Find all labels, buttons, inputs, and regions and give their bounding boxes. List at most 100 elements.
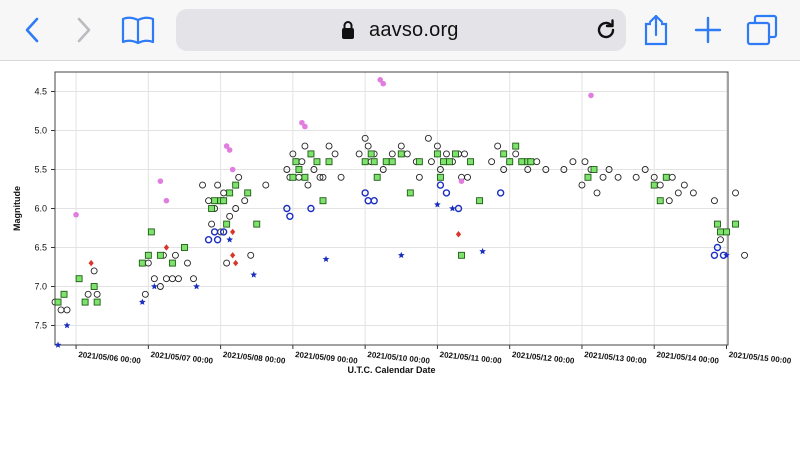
data-point-open-circle	[524, 166, 532, 173]
data-point-open-circle	[741, 251, 749, 259]
reload-icon[interactable]	[593, 17, 619, 48]
data-point-blue-circle	[286, 212, 294, 221]
data-point-green-square	[244, 189, 252, 197]
data-point-star	[479, 247, 486, 255]
data-point-open-circle	[641, 166, 649, 173]
data-point-open-circle	[427, 158, 435, 166]
data-point-green-square	[156, 251, 164, 259]
data-point-open-circle	[337, 173, 345, 181]
data-point-open-circle	[241, 197, 249, 205]
data-point-open-circle	[710, 197, 718, 205]
data-point-open-circle	[208, 220, 216, 228]
x-tick-label: 2021/05/15 00:00	[728, 350, 792, 366]
x-tick-label: 2021/05/07 00:00	[150, 350, 214, 366]
data-point-open-circle	[424, 134, 432, 142]
data-point-open-circle	[190, 275, 197, 283]
plot-frame	[54, 71, 729, 346]
data-point-open-circle	[361, 134, 369, 142]
data-point-blue-circle	[436, 181, 445, 189]
url-text: aavso.org	[369, 19, 459, 41]
back-chevron-icon[interactable]	[12, 10, 52, 50]
data-point-pink-circle	[377, 77, 384, 83]
data-point-blue-circle	[713, 243, 722, 252]
data-point-green-square	[301, 173, 309, 181]
data-point-green-square	[93, 298, 101, 306]
data-point-green-square	[138, 259, 146, 267]
data-point-green-square	[512, 142, 520, 150]
data-point-blue-circle	[710, 251, 719, 260]
data-point-green-square	[60, 290, 68, 298]
y-tick-label: 5.5	[34, 165, 47, 175]
data-point-green-square	[717, 228, 724, 236]
lock-icon	[340, 20, 356, 45]
data-point-green-square	[518, 158, 526, 166]
data-point-green-square	[476, 197, 484, 205]
data-point-open-circle	[283, 166, 291, 173]
data-point-open-circle	[289, 150, 297, 158]
x-tick-label: 2021/05/10 00:00	[367, 350, 431, 366]
data-point-open-circle	[500, 166, 508, 173]
data-point-green-square	[527, 158, 535, 166]
share-icon[interactable]	[636, 10, 676, 50]
new-tab-plus-icon[interactable]	[688, 10, 728, 50]
data-point-open-circle	[717, 236, 724, 244]
y-tick-label: 4.5	[34, 87, 47, 97]
x-tick-label: 2021/05/06 00:00	[78, 350, 142, 366]
data-point-star	[322, 255, 330, 262]
data-point-star	[226, 236, 233, 243]
data-point-green-square	[313, 158, 321, 166]
data-point-blue-circle	[361, 189, 369, 197]
data-point-blue-circle	[454, 204, 463, 213]
x-axis-label: U.T.C. Calendar Date	[347, 365, 435, 375]
data-point-star	[250, 271, 258, 278]
data-point-green-square	[144, 251, 152, 259]
data-point-blue-circle	[283, 204, 291, 213]
data-point-open-circle	[689, 189, 697, 197]
data-point-open-circle	[325, 142, 333, 150]
data-point-blue-circle	[370, 196, 378, 205]
data-point-star	[54, 341, 62, 348]
data-point-green-square	[292, 158, 300, 166]
data-point-open-circle	[226, 212, 234, 220]
data-point-open-circle	[674, 189, 682, 197]
data-point-open-circle	[397, 142, 405, 150]
bookmarks-book-icon[interactable]	[118, 10, 158, 50]
data-point-star	[139, 298, 146, 305]
data-point-pink-circle	[229, 166, 236, 173]
data-point-open-circle	[650, 173, 658, 181]
data-point-open-circle	[141, 290, 149, 298]
data-point-star	[723, 251, 730, 259]
data-point-green-square	[656, 197, 664, 205]
data-point-open-circle	[443, 150, 450, 158]
data-point-green-square	[370, 158, 378, 166]
data-point-open-circle	[599, 173, 607, 181]
data-point-blue-circle	[496, 189, 505, 197]
forward-chevron-icon[interactable]	[64, 10, 104, 50]
data-point-open-circle	[316, 173, 324, 181]
data-point-star	[193, 283, 200, 290]
data-point-open-circle	[632, 173, 640, 181]
y-tick-label: 7.0	[34, 282, 47, 292]
data-point-pink-circle	[226, 147, 233, 153]
x-tick-label: 2021/05/08 00:00	[222, 350, 286, 366]
data-point-open-circle	[542, 166, 550, 173]
data-point-green-square	[208, 205, 216, 212]
data-point-green-square	[397, 150, 405, 158]
y-tick-label: 5.0	[34, 126, 47, 136]
data-point-green-square	[223, 220, 231, 228]
data-point-green-square	[325, 158, 333, 166]
data-point-green-square	[446, 158, 453, 166]
data-point-open-circle	[63, 306, 71, 314]
data-point-open-circle	[223, 259, 231, 267]
data-point-open-circle	[665, 197, 673, 205]
data-point-open-circle	[150, 275, 158, 283]
data-point-open-circle	[355, 150, 363, 158]
address-bar[interactable]: aavso.org	[176, 9, 626, 51]
data-point-star	[63, 322, 71, 329]
data-point-green-square	[232, 181, 240, 189]
tabs-overview-icon[interactable]	[742, 10, 782, 50]
data-point-green-square	[662, 173, 670, 181]
data-point-open-circle	[214, 181, 222, 189]
data-point-open-circle	[560, 166, 568, 173]
data-point-green-square	[220, 197, 228, 205]
